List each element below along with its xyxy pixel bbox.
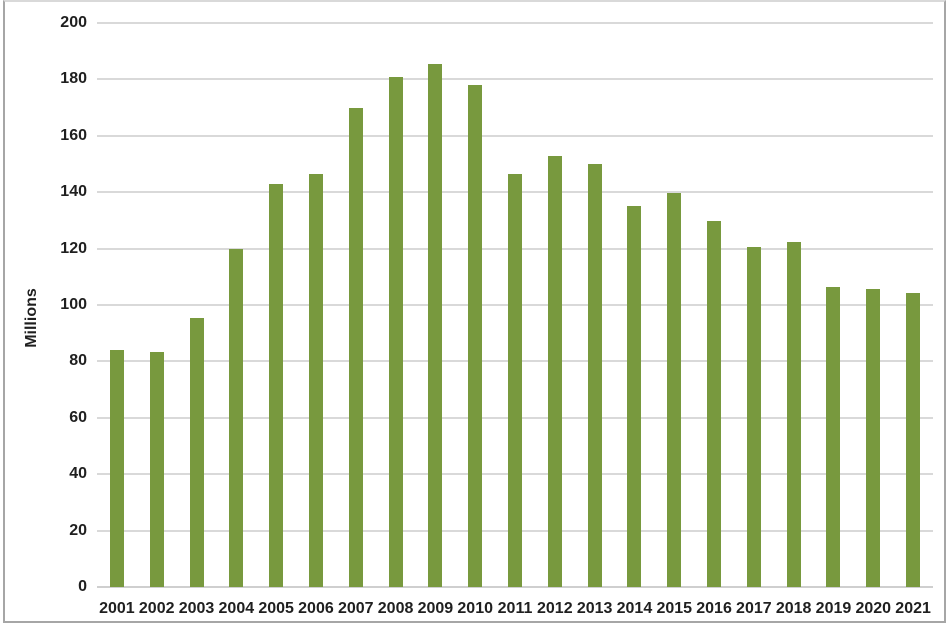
bar-2021 — [906, 292, 921, 587]
x-tick-label: 2018 — [775, 600, 812, 617]
bar-2001 — [109, 350, 124, 587]
bar-2011 — [508, 174, 522, 587]
x-axis-line — [97, 586, 933, 588]
chart-frame: 0 20 40 60 80 100 120 140 160 180 200 Millions 200… — [3, 0, 946, 623]
y-tick-label: 140 — [60, 183, 87, 201]
bar-2012 — [547, 155, 562, 587]
y-tick-label: 60 — [69, 408, 87, 426]
bar-2005 — [269, 184, 284, 587]
x-tick-label: 2007 — [337, 600, 374, 617]
x-tick-label: 2010 — [457, 600, 493, 617]
x-tick-label: 2017 — [736, 600, 772, 617]
bar-2006 — [308, 174, 323, 587]
bar-2017 — [746, 246, 761, 587]
x-tick-label: 2009 — [417, 600, 454, 617]
x-tick-label: 2013 — [576, 600, 613, 617]
bar-2019 — [826, 286, 841, 587]
x-tick-label: 2011 — [497, 600, 533, 617]
x-tick-label: 2016 — [696, 600, 732, 617]
x-tick-label: 2005 — [258, 600, 294, 617]
y-tick-label: 40 — [69, 465, 87, 483]
x-tick-label: 2006 — [298, 600, 334, 617]
bar-2008 — [388, 76, 403, 587]
y-tick-label: 20 — [69, 521, 87, 539]
gridline — [97, 22, 933, 24]
x-tick-label: 2020 — [855, 600, 892, 617]
bar-2018 — [786, 241, 801, 587]
y-tick-label: 120 — [60, 239, 87, 257]
bar-2013 — [587, 164, 602, 587]
x-tick-label: 2001 — [99, 600, 135, 617]
y-tick-label: 80 — [69, 352, 87, 370]
y-tick-label: 160 — [60, 126, 87, 144]
y-axis-title: Millions — [23, 288, 40, 348]
bar-2009 — [428, 64, 443, 587]
x-tick-label: 2008 — [377, 600, 414, 617]
bar-2015 — [667, 192, 682, 587]
bar-2010 — [468, 85, 483, 587]
y-tick-label: 180 — [60, 70, 87, 88]
x-tick-label: 2004 — [218, 600, 255, 617]
y-tick-label: 100 — [60, 296, 87, 313]
x-tick-label: 2012 — [537, 600, 573, 617]
x-tick-label: 2019 — [815, 600, 852, 617]
plot-area — [97, 22, 933, 588]
gridline — [97, 134, 933, 137]
bar-2016 — [707, 220, 722, 587]
x-tick-label: 2021 — [895, 600, 931, 617]
y-tick-label: 200 — [60, 14, 87, 31]
bar-2007 — [348, 108, 363, 587]
bar-2004 — [229, 248, 244, 587]
bar-2020 — [866, 288, 881, 587]
bar-2003 — [189, 317, 204, 587]
x-tick-label: 2014 — [616, 600, 653, 617]
x-tick-label: 2002 — [138, 600, 175, 617]
gridline — [97, 78, 933, 81]
x-tick-label: 2015 — [656, 600, 693, 617]
bar-2014 — [627, 206, 642, 587]
x-tick-label: 2003 — [178, 600, 215, 617]
bar-2002 — [149, 352, 164, 587]
y-tick-label: 0 — [78, 578, 87, 595]
